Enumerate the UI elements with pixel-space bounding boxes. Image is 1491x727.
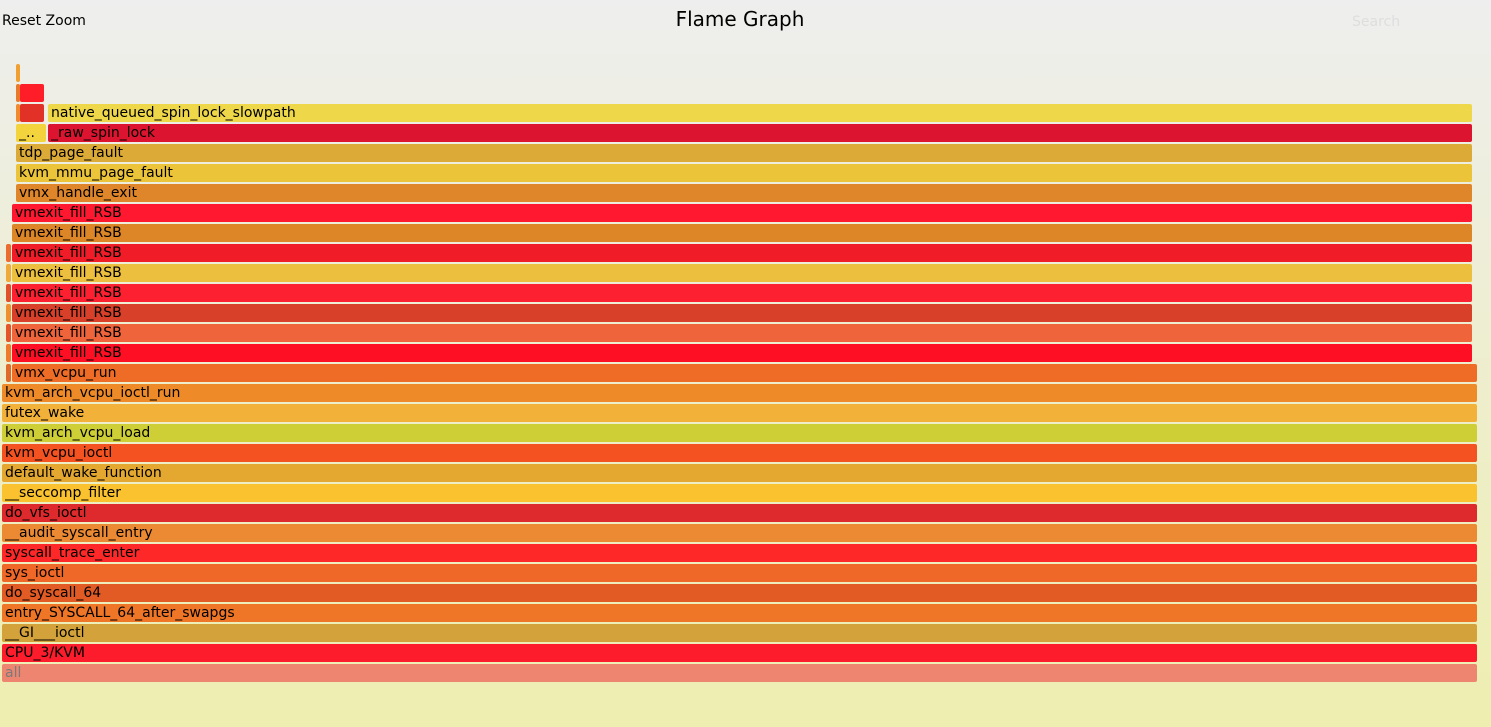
frame-label: vmexit_fill_RSB xyxy=(15,285,122,301)
frame-label: kvm_vcpu_ioctl xyxy=(5,445,113,461)
frame-label: _.. xyxy=(19,125,35,141)
frame-label: kvm_arch_vcpu_ioctl_run xyxy=(5,385,181,401)
frame-__seccomp_filter[interactable]: __seccomp_filter xyxy=(2,484,1477,502)
frame-label: do_vfs_ioctl xyxy=(5,505,87,521)
frame-label: syscall_trace_enter xyxy=(5,545,140,561)
frame-label: vmexit_fill_RSB xyxy=(15,305,122,321)
frame-kvm_arch_vcpu_load[interactable]: kvm_arch_vcpu_load xyxy=(2,424,1477,442)
frame-label: entry_SYSCALL_64_after_swapgs xyxy=(5,605,235,621)
frame-entry_SYSCALL_64_after_swapgs[interactable]: entry_SYSCALL_64_after_swapgs xyxy=(2,604,1477,622)
frame-kvm_vcpu_ioctl[interactable]: kvm_vcpu_ioctl xyxy=(2,444,1477,462)
frame-do_vfs_ioctl[interactable]: do_vfs_ioctl xyxy=(2,504,1477,522)
frame-kvm_mmu_page_fault[interactable]: kvm_mmu_page_fault xyxy=(16,164,1472,182)
frame-label: native_queued_spin_lock_slowpath xyxy=(51,105,296,121)
frame-label: vmexit_fill_RSB xyxy=(15,205,122,221)
frame-do_syscall_64[interactable]: do_syscall_64 xyxy=(2,584,1477,602)
frame-vmx_handle_exit[interactable]: vmx_handle_exit xyxy=(16,184,1472,202)
frame-small-frame-12[interactable] xyxy=(6,244,11,262)
frame-vmexit_fill_RSB[interactable]: vmexit_fill_RSB xyxy=(12,304,1472,322)
frame-label: __audit_syscall_entry xyxy=(5,525,153,541)
frame-label: _raw_spin_lock xyxy=(51,125,155,141)
frame-small-frame-8[interactable] xyxy=(6,324,11,342)
frame-label: __GI___ioctl xyxy=(5,625,85,641)
frame-small-frame-3[interactable] xyxy=(16,64,20,82)
frame-futex_wake[interactable]: futex_wake xyxy=(2,404,1477,422)
frame-vmexit_fill_RSB[interactable]: vmexit_fill_RSB xyxy=(12,264,1472,282)
search-button[interactable]: Search xyxy=(1352,14,1401,30)
frame-_..[interactable]: _.. xyxy=(16,124,46,142)
frame-kvm_arch_vcpu_ioctl_run[interactable]: kvm_arch_vcpu_ioctl_run xyxy=(2,384,1477,402)
frame-vmexit_fill_RSB[interactable]: vmexit_fill_RSB xyxy=(12,244,1472,262)
frame-CPU_3/KVM[interactable]: CPU_3/KVM xyxy=(2,644,1477,662)
frame-vmexit_fill_RSB[interactable]: vmexit_fill_RSB xyxy=(12,224,1472,242)
frame-label: vmexit_fill_RSB xyxy=(15,265,122,281)
frame-label: default_wake_function xyxy=(5,465,162,481)
frame-syscall_trace_enter[interactable]: syscall_trace_enter xyxy=(2,544,1477,562)
frame-vmexit_fill_RSB[interactable]: vmexit_fill_RSB xyxy=(12,284,1472,302)
frame-label: vmexit_fill_RSB xyxy=(15,225,122,241)
frame-__audit_syscall_entry[interactable]: __audit_syscall_entry xyxy=(2,524,1477,542)
frame-all[interactable]: all xyxy=(2,664,1477,682)
toolbar: Reset Zoom Flame Graph Search xyxy=(0,0,1491,44)
frame-label: futex_wake xyxy=(5,405,85,421)
page-title: Flame Graph xyxy=(675,7,805,31)
frame-__GI___ioctl[interactable]: __GI___ioctl xyxy=(2,624,1477,642)
frame-sys_ioctl[interactable]: sys_ioctl xyxy=(2,564,1477,582)
frame-vmexit_fill_RSB[interactable]: vmexit_fill_RSB xyxy=(12,204,1472,222)
frame-small-frame-2[interactable] xyxy=(20,84,44,102)
frame-small-frame-6[interactable] xyxy=(6,364,11,382)
frame-label: vmexit_fill_RSB xyxy=(15,345,122,361)
frame-label: CPU_3/KVM xyxy=(5,645,85,661)
frame-small-frame-7[interactable] xyxy=(6,344,11,362)
frame-label: vmexit_fill_RSB xyxy=(15,245,122,261)
frame-small-frame-11[interactable] xyxy=(6,264,11,282)
frame-small-frame-4[interactable] xyxy=(16,84,20,102)
frame-label: vmx_vcpu_run xyxy=(15,365,117,381)
frame-native_queued_spin_lock_slowpath[interactable]: native_queued_spin_lock_slowpath xyxy=(48,104,1472,122)
frame-label: do_syscall_64 xyxy=(5,585,102,601)
frame-vmexit_fill_RSB[interactable]: vmexit_fill_RSB xyxy=(12,324,1472,342)
reset-zoom-button[interactable]: Reset Zoom xyxy=(2,13,86,29)
frame-small-frame-10[interactable] xyxy=(6,284,11,302)
frame-label: __seccomp_filter xyxy=(5,485,121,501)
frame-vmx_vcpu_run[interactable]: vmx_vcpu_run xyxy=(12,364,1477,382)
frame-label: kvm_arch_vcpu_load xyxy=(5,425,151,441)
frame-_raw_spin_lock[interactable]: _raw_spin_lock xyxy=(48,124,1472,142)
frame-label: vmx_handle_exit xyxy=(19,185,137,201)
frame-tdp_page_fault[interactable]: tdp_page_fault xyxy=(16,144,1472,162)
frame-label: tdp_page_fault xyxy=(19,145,123,161)
frame-label: kvm_mmu_page_fault xyxy=(19,165,173,181)
frame-small-frame-5[interactable] xyxy=(16,104,20,122)
frame-small-frame-1[interactable] xyxy=(20,104,44,122)
frame-small-frame-9[interactable] xyxy=(6,304,11,322)
frame-label: vmexit_fill_RSB xyxy=(15,325,122,341)
frame-label: sys_ioctl xyxy=(5,565,65,581)
frame-label: all xyxy=(5,665,22,681)
frame-vmexit_fill_RSB[interactable]: vmexit_fill_RSB xyxy=(12,344,1472,362)
frame-default_wake_function[interactable]: default_wake_function xyxy=(2,464,1477,482)
